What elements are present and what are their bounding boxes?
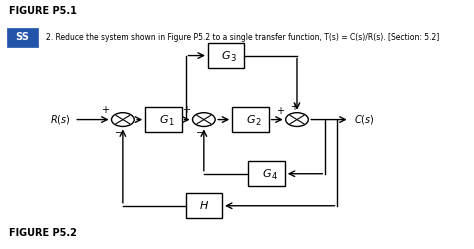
Text: FIGURE P5.1: FIGURE P5.1 bbox=[9, 6, 77, 16]
Text: 1: 1 bbox=[168, 118, 173, 127]
Text: $R(s)$: $R(s)$ bbox=[50, 113, 70, 126]
Text: G: G bbox=[159, 115, 168, 124]
FancyBboxPatch shape bbox=[248, 161, 285, 186]
Circle shape bbox=[192, 113, 215, 126]
Text: G: G bbox=[222, 51, 230, 61]
FancyBboxPatch shape bbox=[8, 28, 38, 47]
FancyBboxPatch shape bbox=[232, 107, 269, 132]
FancyBboxPatch shape bbox=[145, 107, 182, 132]
FancyBboxPatch shape bbox=[208, 43, 244, 68]
Text: +: + bbox=[101, 105, 109, 116]
Text: +: + bbox=[275, 106, 283, 116]
Text: $C(s)$: $C(s)$ bbox=[354, 113, 374, 126]
Text: FIGURE P5.2: FIGURE P5.2 bbox=[9, 228, 77, 238]
Text: 2. Reduce the system shown in Figure P5.2 to a single transfer function, T(s) = : 2. Reduce the system shown in Figure P5.… bbox=[46, 33, 439, 42]
Text: −: − bbox=[115, 128, 124, 138]
Text: 4: 4 bbox=[271, 172, 276, 181]
FancyBboxPatch shape bbox=[186, 193, 222, 218]
Text: −: − bbox=[196, 128, 204, 138]
Text: G: G bbox=[262, 169, 271, 179]
Text: G: G bbox=[246, 115, 255, 124]
Text: 3: 3 bbox=[231, 54, 236, 63]
Text: SS: SS bbox=[16, 32, 29, 42]
Text: +: + bbox=[290, 102, 298, 112]
Text: +: + bbox=[182, 105, 191, 116]
Text: H: H bbox=[200, 201, 208, 211]
Circle shape bbox=[286, 113, 308, 126]
Text: 2: 2 bbox=[255, 118, 260, 127]
Circle shape bbox=[111, 113, 134, 126]
